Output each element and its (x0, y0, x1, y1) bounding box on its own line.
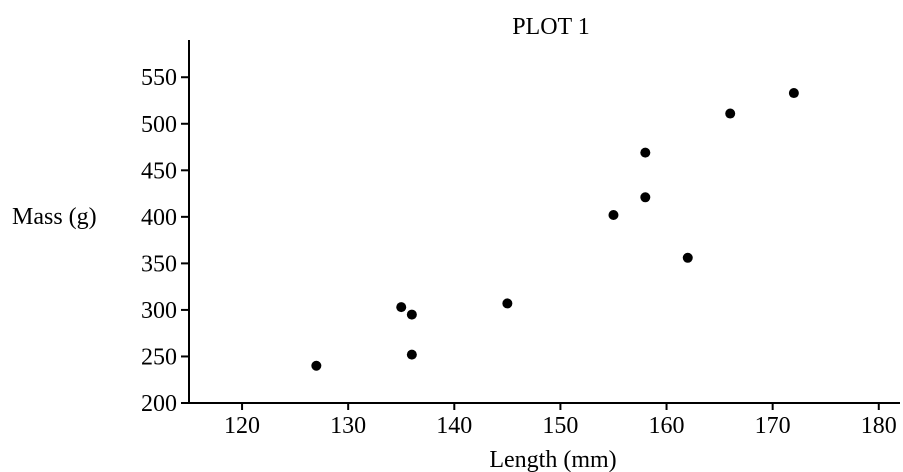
y-tick-label: 350 (141, 251, 177, 277)
x-tick-label: 160 (649, 413, 685, 439)
data-points (311, 88, 799, 371)
y-tick-label: 250 (141, 344, 177, 370)
data-point (788, 88, 799, 99)
x-tick-label: 150 (542, 413, 578, 439)
x-tick-label: 120 (224, 413, 260, 439)
data-point (725, 108, 736, 119)
data-point (502, 298, 513, 309)
data-point (406, 309, 417, 320)
data-point (682, 252, 693, 263)
data-point (396, 302, 407, 313)
x-tick-label: 180 (861, 413, 897, 439)
y-tick-label: 500 (141, 112, 177, 138)
y-tick-label: 200 (141, 391, 177, 417)
x-tick-label: 170 (755, 413, 791, 439)
y-tick-label: 300 (141, 298, 177, 324)
data-point (311, 360, 322, 371)
y-tick-label: 400 (141, 205, 177, 231)
data-point (640, 147, 651, 158)
y-axis-title: Mass (g) (12, 204, 97, 230)
data-point (608, 209, 619, 220)
x-axis-title: Length (mm) (489, 447, 616, 472)
chart-title: PLOT 1 (512, 14, 590, 40)
x-tick-label: 130 (330, 413, 366, 439)
data-point (640, 192, 651, 203)
y-tick-label: 450 (141, 158, 177, 184)
y-tick-label: 550 (141, 65, 177, 91)
axis-ticks: 120 130 140 150 160 170 180 200 250 300 350 400 450 5… (141, 65, 897, 439)
x-tick-label: 140 (436, 413, 472, 439)
data-point (406, 349, 417, 360)
